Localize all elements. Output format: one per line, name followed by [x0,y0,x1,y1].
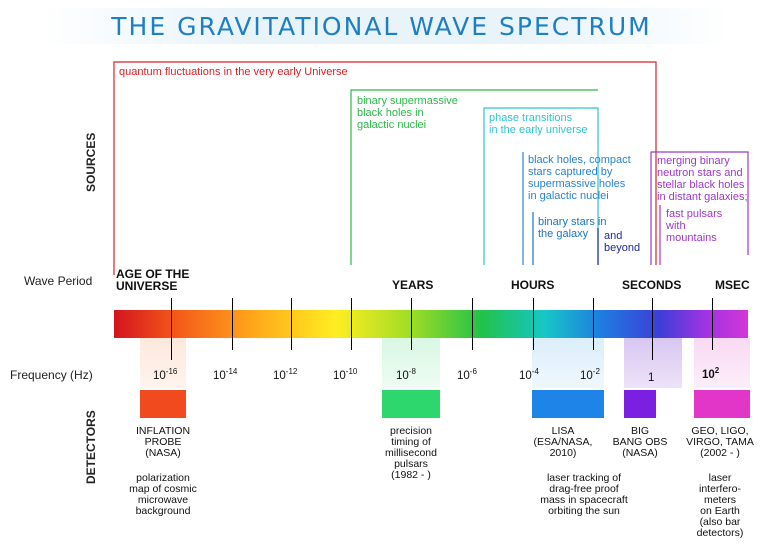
bracket-phase [483,107,599,265]
bracket-smbh [350,89,598,265]
source-bh-smbh: black holes, compact stars captured by s… [528,154,631,202]
freq-label: 10-14 [213,367,238,382]
frequency-label: Frequency (Hz) [10,368,93,382]
detector-desc-inflation: polarization map of cosmic microwave bac… [129,472,197,517]
highlight-lisa [532,338,604,388]
source-beyond: and beyond [604,230,641,254]
freq-label: 102 [702,366,720,381]
tick-1e-12 [291,298,292,350]
detector-desc-ground: laser interfero- meters on Earth (also b… [696,472,744,539]
bracket-merging [650,151,749,265]
wave-period-label: Wave Period [24,274,93,288]
source-quantum: quantum fluctuations in the very early U… [119,66,348,78]
detector-name-ground: GEO, LIGO, VIRGO, TAMA (2002 - ) [686,425,754,459]
detector-name-lisa: LISA (ESA/NASA, 2010) [533,425,593,459]
period-years: YEARS [392,278,434,292]
detector-block-pulsar-timing [382,390,440,418]
tick-1e-6 [472,298,473,350]
highlight-ground [694,338,750,388]
detector-block-ground [694,390,750,418]
source-pulsars: fast pulsars with mountains [666,208,723,244]
tick-1e-2 [593,298,594,350]
freq-label: 10-2 [580,367,600,382]
tick-1e-4 [533,298,534,350]
freq-label: 10-16 [153,367,178,382]
spectrum-bar [114,310,748,338]
highlight-inflation [140,338,186,388]
tick-1 [652,298,653,360]
tick-1e-10 [351,298,352,350]
title-band [40,8,730,44]
freq-label: 10-12 [273,367,298,382]
period-age-of-universe: AGE OF THE UNIVERSE [116,267,190,293]
detector-name-inflation: INFLATION PROBE (NASA) [135,425,191,459]
tick-1e2 [712,298,713,350]
source-merging: merging binary neutron stars and stellar… [657,155,748,203]
freq-label: 10-6 [457,367,477,382]
freq-label: 10-10 [333,367,358,382]
period-msec: MSEC [715,278,750,292]
bracket-quantum [113,61,657,275]
page-title: THE GRAVITATIONAL WAVE SPECTRUM [111,12,652,41]
tick-1e-8 [411,298,412,350]
freq-label: 10-8 [396,367,416,382]
source-smbh: binary supermassive black holes in galac… [357,95,458,131]
detector-name-pulsar-timing: precision timing of millisecond pulsars … [385,425,437,481]
detector-desc-lisa: laser tracking of drag-free proof mass i… [540,472,628,517]
detector-name-bbo: BIG BANG OBS (NASA) [612,425,668,459]
freq-label: 10-4 [519,367,539,382]
source-phase: phase transitions in the early universe [489,112,588,136]
period-hours: HOURS [511,278,555,292]
detector-block-lisa [532,390,604,418]
highlight-bbo [624,338,682,388]
source-binary: binary stars in the galaxy [538,216,607,240]
tick-1e-16 [171,298,172,360]
tick-1e-14 [232,298,233,350]
period-seconds: SECONDS [622,278,682,292]
freq-label: 1 [648,371,655,384]
detector-block-inflation [140,390,186,418]
detector-block-bbo [624,390,656,418]
